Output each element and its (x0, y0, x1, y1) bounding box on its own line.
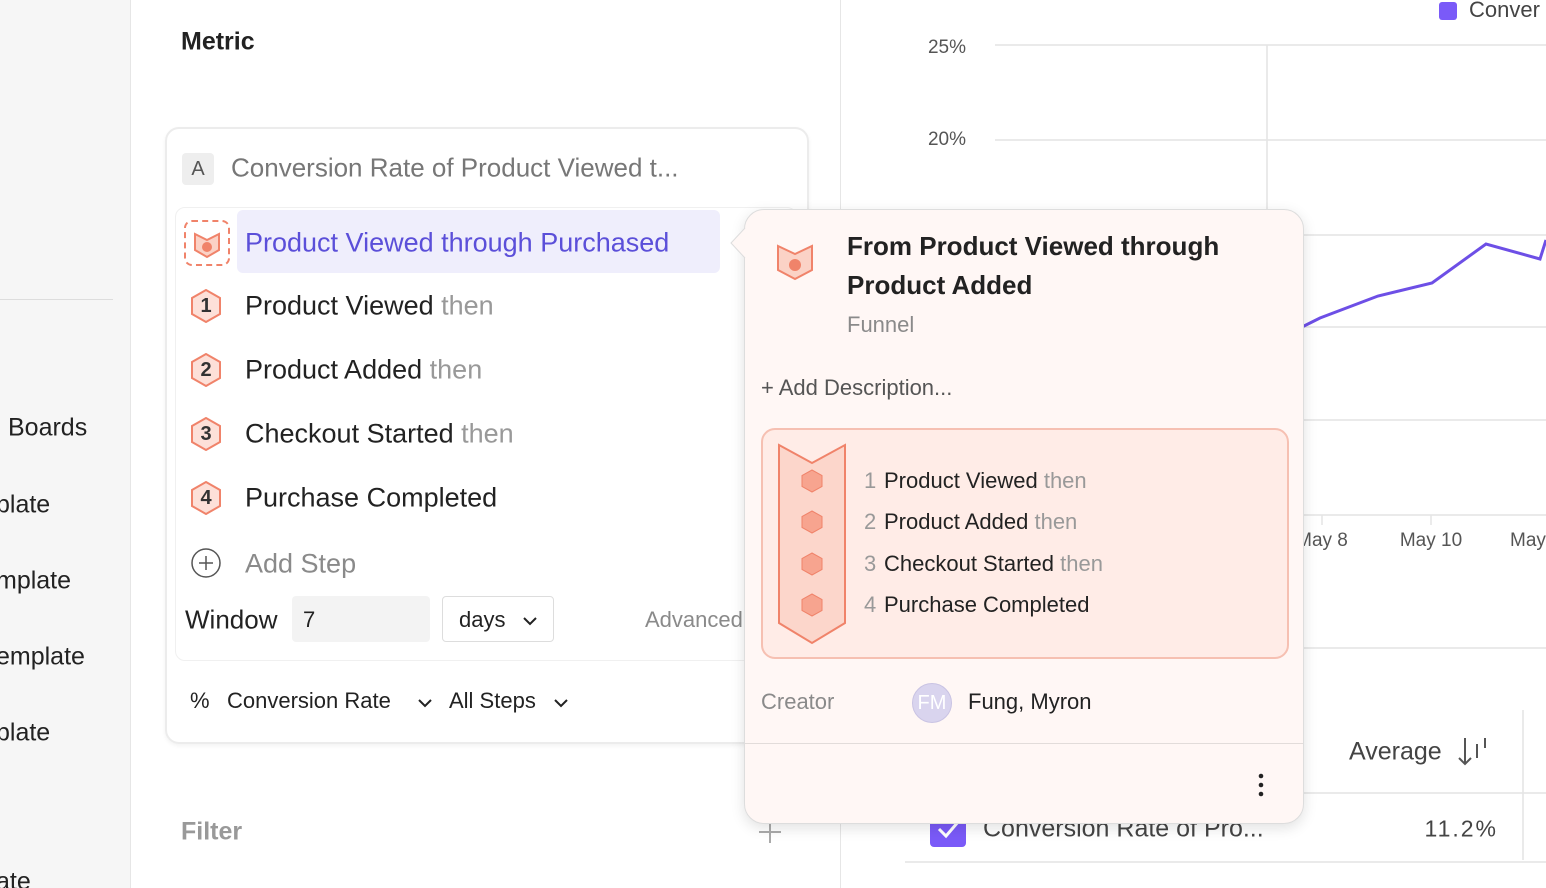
sidebar-item[interactable]: plate (0, 718, 51, 747)
step-event: Purchase Completed (245, 482, 498, 513)
step-row[interactable]: Product Added then (245, 355, 482, 386)
step-event: Product Viewed (245, 290, 434, 321)
step-connector: then (441, 290, 494, 321)
step-badge: 1 (190, 288, 222, 324)
funnel-glyph (194, 232, 220, 259)
step-number: 2 (200, 359, 212, 381)
popup-steps-box (761, 428, 1289, 659)
popup-step-event: Product Added (884, 509, 1029, 535)
spacer (434, 291, 442, 321)
funnel-chevron (778, 443, 846, 645)
unit-dropdown[interactable] (442, 596, 554, 642)
popup-step-number: 4 (864, 591, 877, 617)
sidebar-divider (0, 299, 113, 300)
spacer (422, 355, 430, 385)
column-header[interactable]: Average (1349, 737, 1442, 766)
popup-title: From Product Viewed through Product Adde… (847, 231, 1220, 300)
window-value: 7 (303, 607, 316, 632)
popup-step: 3 Checkout Started then (864, 551, 1103, 577)
popup-kind: Funnel (847, 312, 915, 337)
x-tick-label: May 10 (1399, 530, 1463, 551)
chevron (554, 699, 568, 708)
add-description[interactable]: + Add Description... (761, 375, 953, 400)
measure-type[interactable]: Conversion Rate (227, 688, 391, 713)
popup-step-number: 1 (864, 468, 877, 493)
sidebar-item[interactable]: mplate (0, 566, 72, 595)
sidebar-item[interactable]: ate (0, 867, 31, 888)
step-event: Checkout Started (245, 418, 454, 449)
step-number: 3 (200, 423, 212, 445)
x-tick-label: May 8 (1296, 530, 1348, 551)
popup-step: 2 Product Added then (864, 509, 1077, 535)
step-badge: 2 (190, 352, 222, 388)
step-hex (801, 469, 823, 493)
sidebar-item[interactable]: emplate (0, 642, 85, 671)
chevron (523, 617, 537, 626)
funnel-icon (184, 220, 230, 266)
popup-step-number: 3 (864, 550, 877, 576)
popup-step-event: Product Viewed (884, 468, 1038, 493)
more-menu[interactable] (1257, 772, 1265, 798)
add-step-icon[interactable] (190, 547, 222, 579)
chevron (418, 699, 432, 708)
section-title: Metric (181, 27, 255, 56)
step-hex (801, 552, 823, 576)
y-tick-label: 25% (927, 37, 966, 58)
window-input[interactable] (292, 596, 430, 642)
step-hex (801, 593, 823, 617)
metric-letter[interactable]: A (182, 153, 214, 185)
step-badge: 4 (190, 480, 222, 516)
add-filter[interactable] (757, 819, 783, 845)
trend-line (1299, 239, 1546, 330)
popup-arrow (730, 228, 746, 258)
step-connector: then (429, 354, 483, 385)
popup-step: 1 Product Viewed then (864, 468, 1087, 494)
sidebar-item[interactable]: plate (0, 490, 51, 519)
spacer (454, 419, 462, 449)
legend-swatch (1439, 2, 1457, 20)
metric-name[interactable]: Conversion Rate of Product Viewed t... (231, 152, 679, 183)
x-tick-label: May (1510, 530, 1546, 551)
row-average: 11.2% (1424, 815, 1498, 842)
popup-step: 4 Purchase Completed (864, 592, 1089, 618)
step-row[interactable]: Product Viewed then (245, 291, 494, 322)
selected-row[interactable] (237, 210, 720, 273)
add-step[interactable]: Add Step (245, 548, 357, 579)
sidebar-item[interactable]: Boards (8, 413, 88, 442)
popup-divider (745, 743, 1303, 744)
step-row[interactable]: Checkout Started then (245, 419, 514, 450)
step-badge: 3 (190, 416, 222, 452)
filter-title: Filter (181, 817, 243, 846)
window-label: Window (185, 604, 278, 635)
popup-step-connector: then (1060, 550, 1103, 576)
popup-step-event: Purchase Completed (884, 591, 1090, 617)
popup-step-number: 2 (864, 509, 877, 535)
step-event: Product Added (245, 354, 423, 385)
popup-step-connector: then (1034, 509, 1078, 535)
popup-step-connector: then (1043, 468, 1087, 493)
popup-step-event: Checkout Started (884, 550, 1054, 576)
step-row[interactable]: Purchase Completed (245, 483, 497, 514)
measure-symbol: % (190, 688, 210, 713)
creator-name: Fung, Myron (968, 689, 1092, 714)
step-number: 4 (200, 487, 212, 509)
selected-funnel[interactable]: Product Viewed through Purchased (245, 227, 670, 258)
creator-label: Creator (761, 689, 835, 714)
step-hex (801, 510, 823, 534)
unit-value: days (459, 607, 506, 632)
avatar: FM (912, 683, 952, 723)
popup-funnel-icon (777, 244, 813, 281)
legend-label: Conver (1469, 0, 1540, 22)
advanced[interactable]: Advanced (645, 607, 743, 632)
step-connector: then (461, 418, 514, 449)
sidebar (0, 0, 131, 888)
y-tick-label: 20% (927, 129, 966, 150)
step-number: 1 (200, 295, 212, 317)
measure-scope[interactable]: All Steps (449, 688, 536, 713)
